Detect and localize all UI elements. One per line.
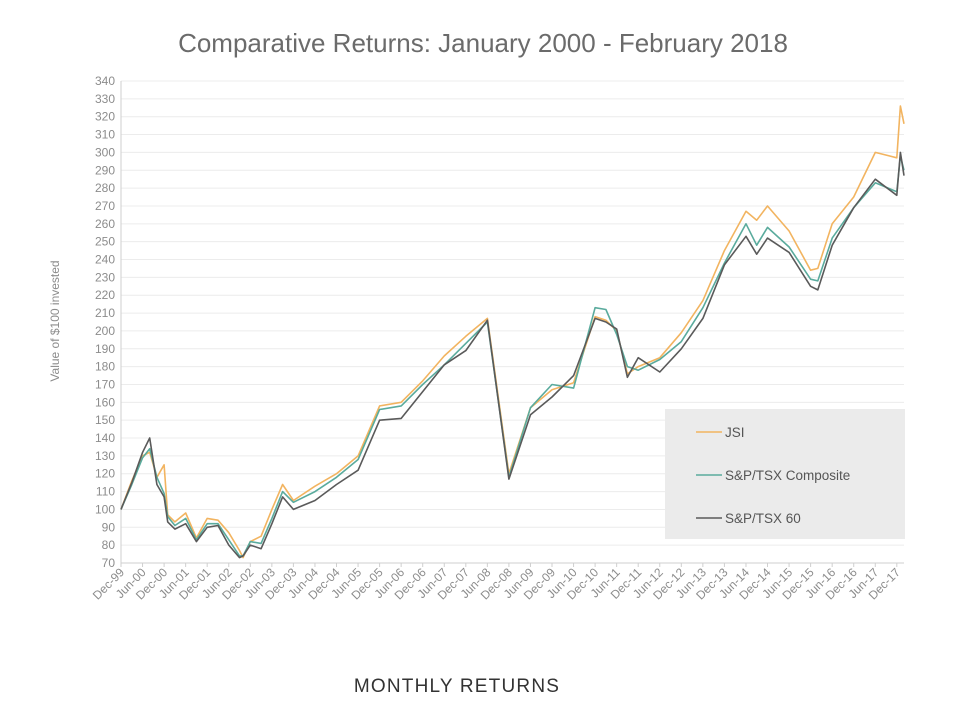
y-tick-label: 100	[95, 502, 115, 516]
y-tick-label: 120	[95, 467, 115, 481]
y-tick-label: 160	[95, 395, 115, 409]
y-tick-label: 80	[102, 538, 116, 552]
y-tick-label: 200	[95, 324, 115, 338]
legend-label: S&P/TSX Composite	[725, 468, 850, 483]
chart-title: Comparative Returns: January 2000 - Febr…	[178, 28, 788, 58]
y-tick-label: 270	[95, 199, 115, 213]
y-tick-label: 320	[95, 110, 115, 124]
y-tick-label: 180	[95, 360, 115, 374]
legend: JSI S&P/TSX Composite S&P/TSX 60	[665, 409, 905, 539]
returns-line-chart: Comparative Returns: January 2000 - Febr…	[48, 28, 905, 602]
y-tick-label: 290	[95, 163, 115, 177]
y-tick-label: 170	[95, 377, 115, 391]
y-tick-label: 90	[102, 520, 116, 534]
y-tick-label: 250	[95, 235, 115, 249]
section-caption: MONTHLY RETURNS	[353, 676, 561, 697]
y-tick-label: 230	[95, 270, 115, 284]
y-tick-label: 330	[95, 92, 115, 106]
y-tick-label: 220	[95, 288, 115, 302]
y-axis-label: Value of $100 invested	[48, 260, 62, 381]
series-line-jsi	[120, 105, 905, 559]
y-tick-label: 150	[95, 413, 115, 427]
y-tick-label: 110	[96, 485, 115, 499]
series-line-s-p-tsx-60	[120, 151, 905, 559]
y-tick-label: 210	[95, 306, 115, 320]
legend-label: S&P/TSX 60	[725, 511, 801, 526]
chart-panel: Comparative Returns: January 2000 - Febr…	[28, 16, 927, 627]
y-tick-label: 240	[95, 253, 115, 267]
y-tick-label: 340	[95, 74, 115, 88]
grid-layer	[121, 80, 904, 564]
legend-label: JSI	[725, 425, 745, 440]
series-layer	[120, 105, 905, 559]
y-tick-label: 140	[95, 431, 115, 445]
y-tick-label: 130	[95, 449, 115, 463]
series-line-s-p-tsx-composite	[120, 155, 905, 557]
y-tick-label: 70	[102, 556, 116, 570]
y-tick-label: 190	[95, 342, 115, 356]
y-tick-label: 310	[95, 128, 115, 142]
y-tick-label: 260	[95, 217, 115, 231]
y-tick-label: 300	[95, 145, 115, 159]
y-tick-label: 280	[95, 181, 115, 195]
